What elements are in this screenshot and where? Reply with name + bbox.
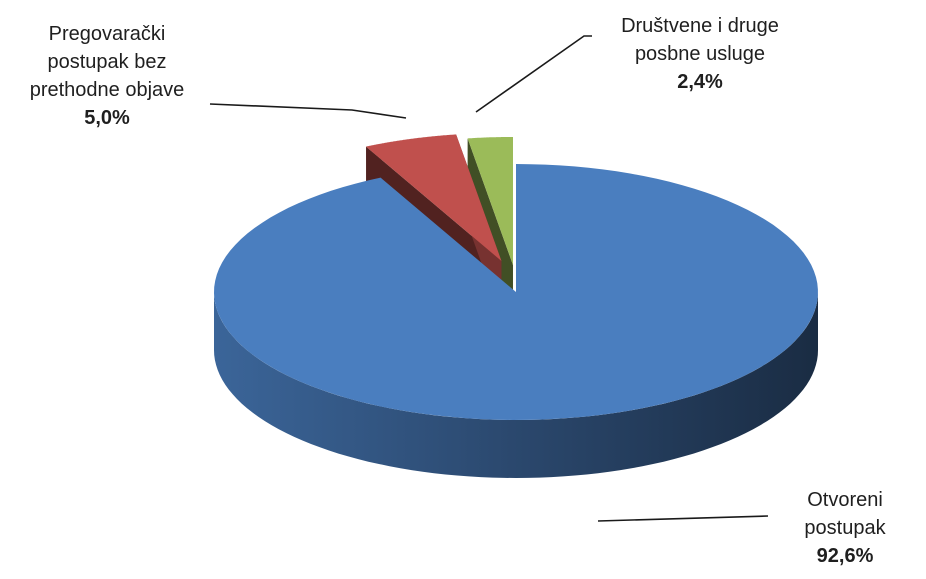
- label-otvoreni: Otvoreni postupak 92,6%: [770, 486, 920, 570]
- label-pregovaracki-line3: prethodne objave: [29, 79, 185, 101]
- leader-lines: [209, 35, 769, 522]
- slice-pregovaracki-top: [366, 134, 502, 261]
- label-pregovaracki-value: 5,0%: [84, 107, 130, 129]
- label-otvoreni-line2: postupak: [804, 517, 886, 539]
- label-drustvene-value: 2,4%: [677, 71, 723, 93]
- slice-otvoreni: [214, 164, 818, 478]
- label-pregovaracki: Pregovarački postupak bez prethodne obja…: [2, 20, 212, 132]
- label-drustvene: Društvene i druge posbne usluge 2,4%: [590, 12, 810, 96]
- pie-slices: [214, 134, 818, 478]
- label-otvoreni-value: 92,6%: [816, 545, 874, 567]
- label-drustvene-line1: Društvene i druge: [621, 15, 779, 37]
- leader-line-otvoreni: [597, 515, 769, 522]
- leader-line-pregovaracki: [209, 103, 407, 119]
- label-pregovaracki-line2: postupak bez: [47, 51, 167, 73]
- slice-otvoreni-wall: [214, 292, 818, 478]
- label-pregovaracki-line1: Pregovarački: [48, 23, 166, 45]
- slice-otvoreni-top: [214, 164, 818, 420]
- slice-drustvene-top: [467, 137, 513, 265]
- label-drustvene-line2: posbne usluge: [634, 43, 766, 65]
- label-otvoreni-line1: Otvoreni: [807, 489, 883, 511]
- leader-line-drustvene: [475, 35, 592, 113]
